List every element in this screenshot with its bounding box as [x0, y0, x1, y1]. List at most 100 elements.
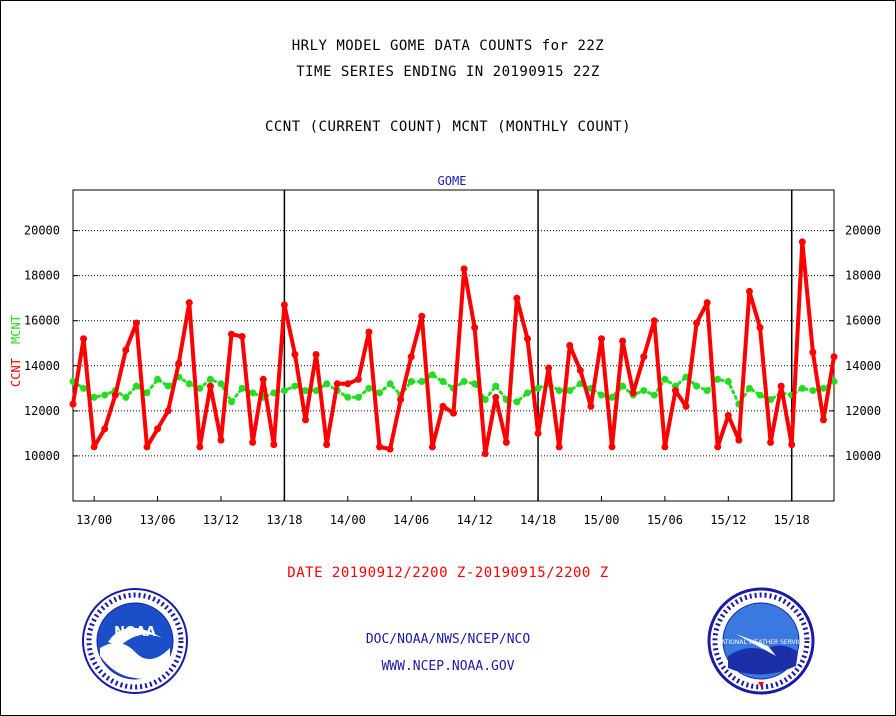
mcnt-point	[513, 398, 521, 406]
mcnt-point	[534, 384, 542, 392]
ccnt-point	[154, 425, 162, 433]
x-tick-label: 15/00	[583, 513, 619, 527]
ccnt-point	[259, 375, 267, 383]
ccnt-point	[661, 443, 669, 451]
mcnt-point	[640, 387, 648, 395]
ccnt-point	[788, 441, 796, 449]
website-url[interactable]: WWW.NCEP.NOAA.GOV	[381, 659, 515, 674]
y-tick-label-left: 20000	[24, 224, 60, 238]
ccnt-point	[238, 332, 246, 340]
ccnt-point	[291, 351, 299, 359]
ccnt-point	[69, 400, 77, 408]
mcnt-point	[481, 396, 489, 404]
mcnt-point	[143, 389, 151, 397]
mcnt-point	[756, 391, 764, 399]
y-tick-label-right: 20000	[845, 224, 881, 238]
mcnt-point	[217, 380, 225, 388]
mcnt-point	[206, 375, 214, 383]
mcnt-point	[819, 384, 827, 392]
ccnt-point	[619, 337, 627, 345]
chart-title-line-2: TIME SERIES ENDING IN 20190915 22Z	[296, 64, 600, 80]
x-tick-label: 13/12	[203, 513, 239, 527]
ccnt-point	[111, 391, 119, 399]
x-tick-labels: 13/00 13/06 13/12 13/18 14/00 14/06 14/12 14/18…	[76, 496, 810, 527]
ccnt-point	[312, 351, 320, 359]
mcnt-point	[101, 391, 109, 399]
ccnt-point	[143, 443, 151, 451]
mcnt-point	[291, 382, 299, 390]
ccnt-point	[206, 382, 214, 390]
mcnt-point	[460, 378, 468, 386]
mcnt-point	[566, 387, 574, 395]
ccnt-point	[650, 317, 658, 325]
ccnt-point	[122, 346, 130, 354]
y-axis-label-mcnt: MCNT	[9, 315, 23, 344]
series-layer	[69, 238, 838, 458]
mcnt-point	[270, 389, 278, 397]
mcnt-point	[555, 387, 563, 395]
ccnt-point	[534, 429, 542, 437]
mcnt-point	[386, 380, 394, 388]
x-tick-label: 14/12	[457, 513, 493, 527]
ccnt-point	[798, 238, 806, 246]
mcnt-point	[798, 384, 806, 392]
y-tick-label-right: 18000	[845, 269, 881, 283]
mcnt-point	[132, 382, 140, 390]
mcnt-point	[80, 384, 88, 392]
ccnt-point	[640, 353, 648, 361]
x-tick-label: 15/18	[774, 513, 810, 527]
mcnt-point	[767, 396, 775, 404]
mcnt-point	[745, 384, 753, 392]
ccnt-point	[471, 323, 479, 331]
plot-area	[72, 189, 835, 502]
mcnt-point	[703, 387, 711, 395]
ccnt-point	[280, 301, 288, 309]
ccnt-point	[228, 330, 236, 338]
mcnt-point	[376, 389, 384, 397]
ccnt-point	[502, 438, 510, 446]
ccnt-point	[217, 436, 225, 444]
y-tick-label-left: 10000	[24, 449, 60, 463]
ccnt-point	[101, 425, 109, 433]
ccnt-point	[629, 389, 637, 397]
chart-subtitle: CCNT (CURRENT COUNT) MCNT (MONTHLY COUNT…	[264, 119, 632, 135]
mcnt-point	[714, 375, 722, 383]
mcnt-point	[693, 382, 701, 390]
y-tick-label-right: 14000	[845, 359, 881, 373]
chart-title-line-1: HRLY MODEL GOME DATA COUNTS for 22Z	[291, 38, 605, 54]
x-tick-label: 13/18	[266, 513, 302, 527]
y-tick-label-right: 16000	[845, 314, 881, 328]
ccnt-point	[460, 265, 468, 273]
y-axis-label: CCNT MCNT	[9, 315, 23, 387]
ccnt-point	[809, 348, 817, 356]
org-credit: DOC/NOAA/NWS/NCEP/NCO	[365, 632, 531, 647]
mcnt-point	[523, 389, 531, 397]
date-range-label: DATE 20190912/2200 Z-20190915/2200 Z	[287, 565, 609, 581]
series-line-ccnt	[71, 239, 836, 456]
ccnt-point	[756, 323, 764, 331]
ccnt-point	[767, 438, 775, 446]
ccnt-point	[587, 402, 595, 410]
ccnt-point	[745, 287, 753, 295]
mcnt-point	[650, 391, 658, 399]
mcnt-point	[280, 387, 288, 395]
x-tick-label: 14/06	[393, 513, 429, 527]
ccnt-point	[450, 409, 457, 417]
mcnt-point	[407, 378, 415, 386]
ccnt-point	[724, 411, 732, 419]
mcnt-point	[90, 393, 98, 401]
ccnt-point	[830, 353, 838, 361]
ccnt-point	[185, 299, 193, 307]
ccnt-point	[344, 380, 352, 388]
mcnt-point	[185, 380, 193, 388]
ccnt-point	[693, 319, 701, 327]
ccnt-point	[703, 299, 711, 307]
mcnt-point	[365, 384, 373, 392]
mcnt-point	[471, 380, 479, 388]
ccnt-point	[523, 335, 531, 343]
mcnt-point	[661, 375, 669, 383]
mcnt-point	[323, 380, 331, 388]
nws-logo: NATIONAL WEATHER SERVICE	[706, 586, 816, 700]
mcnt-point	[122, 393, 130, 401]
x-tick-label: 14/18	[520, 513, 556, 527]
